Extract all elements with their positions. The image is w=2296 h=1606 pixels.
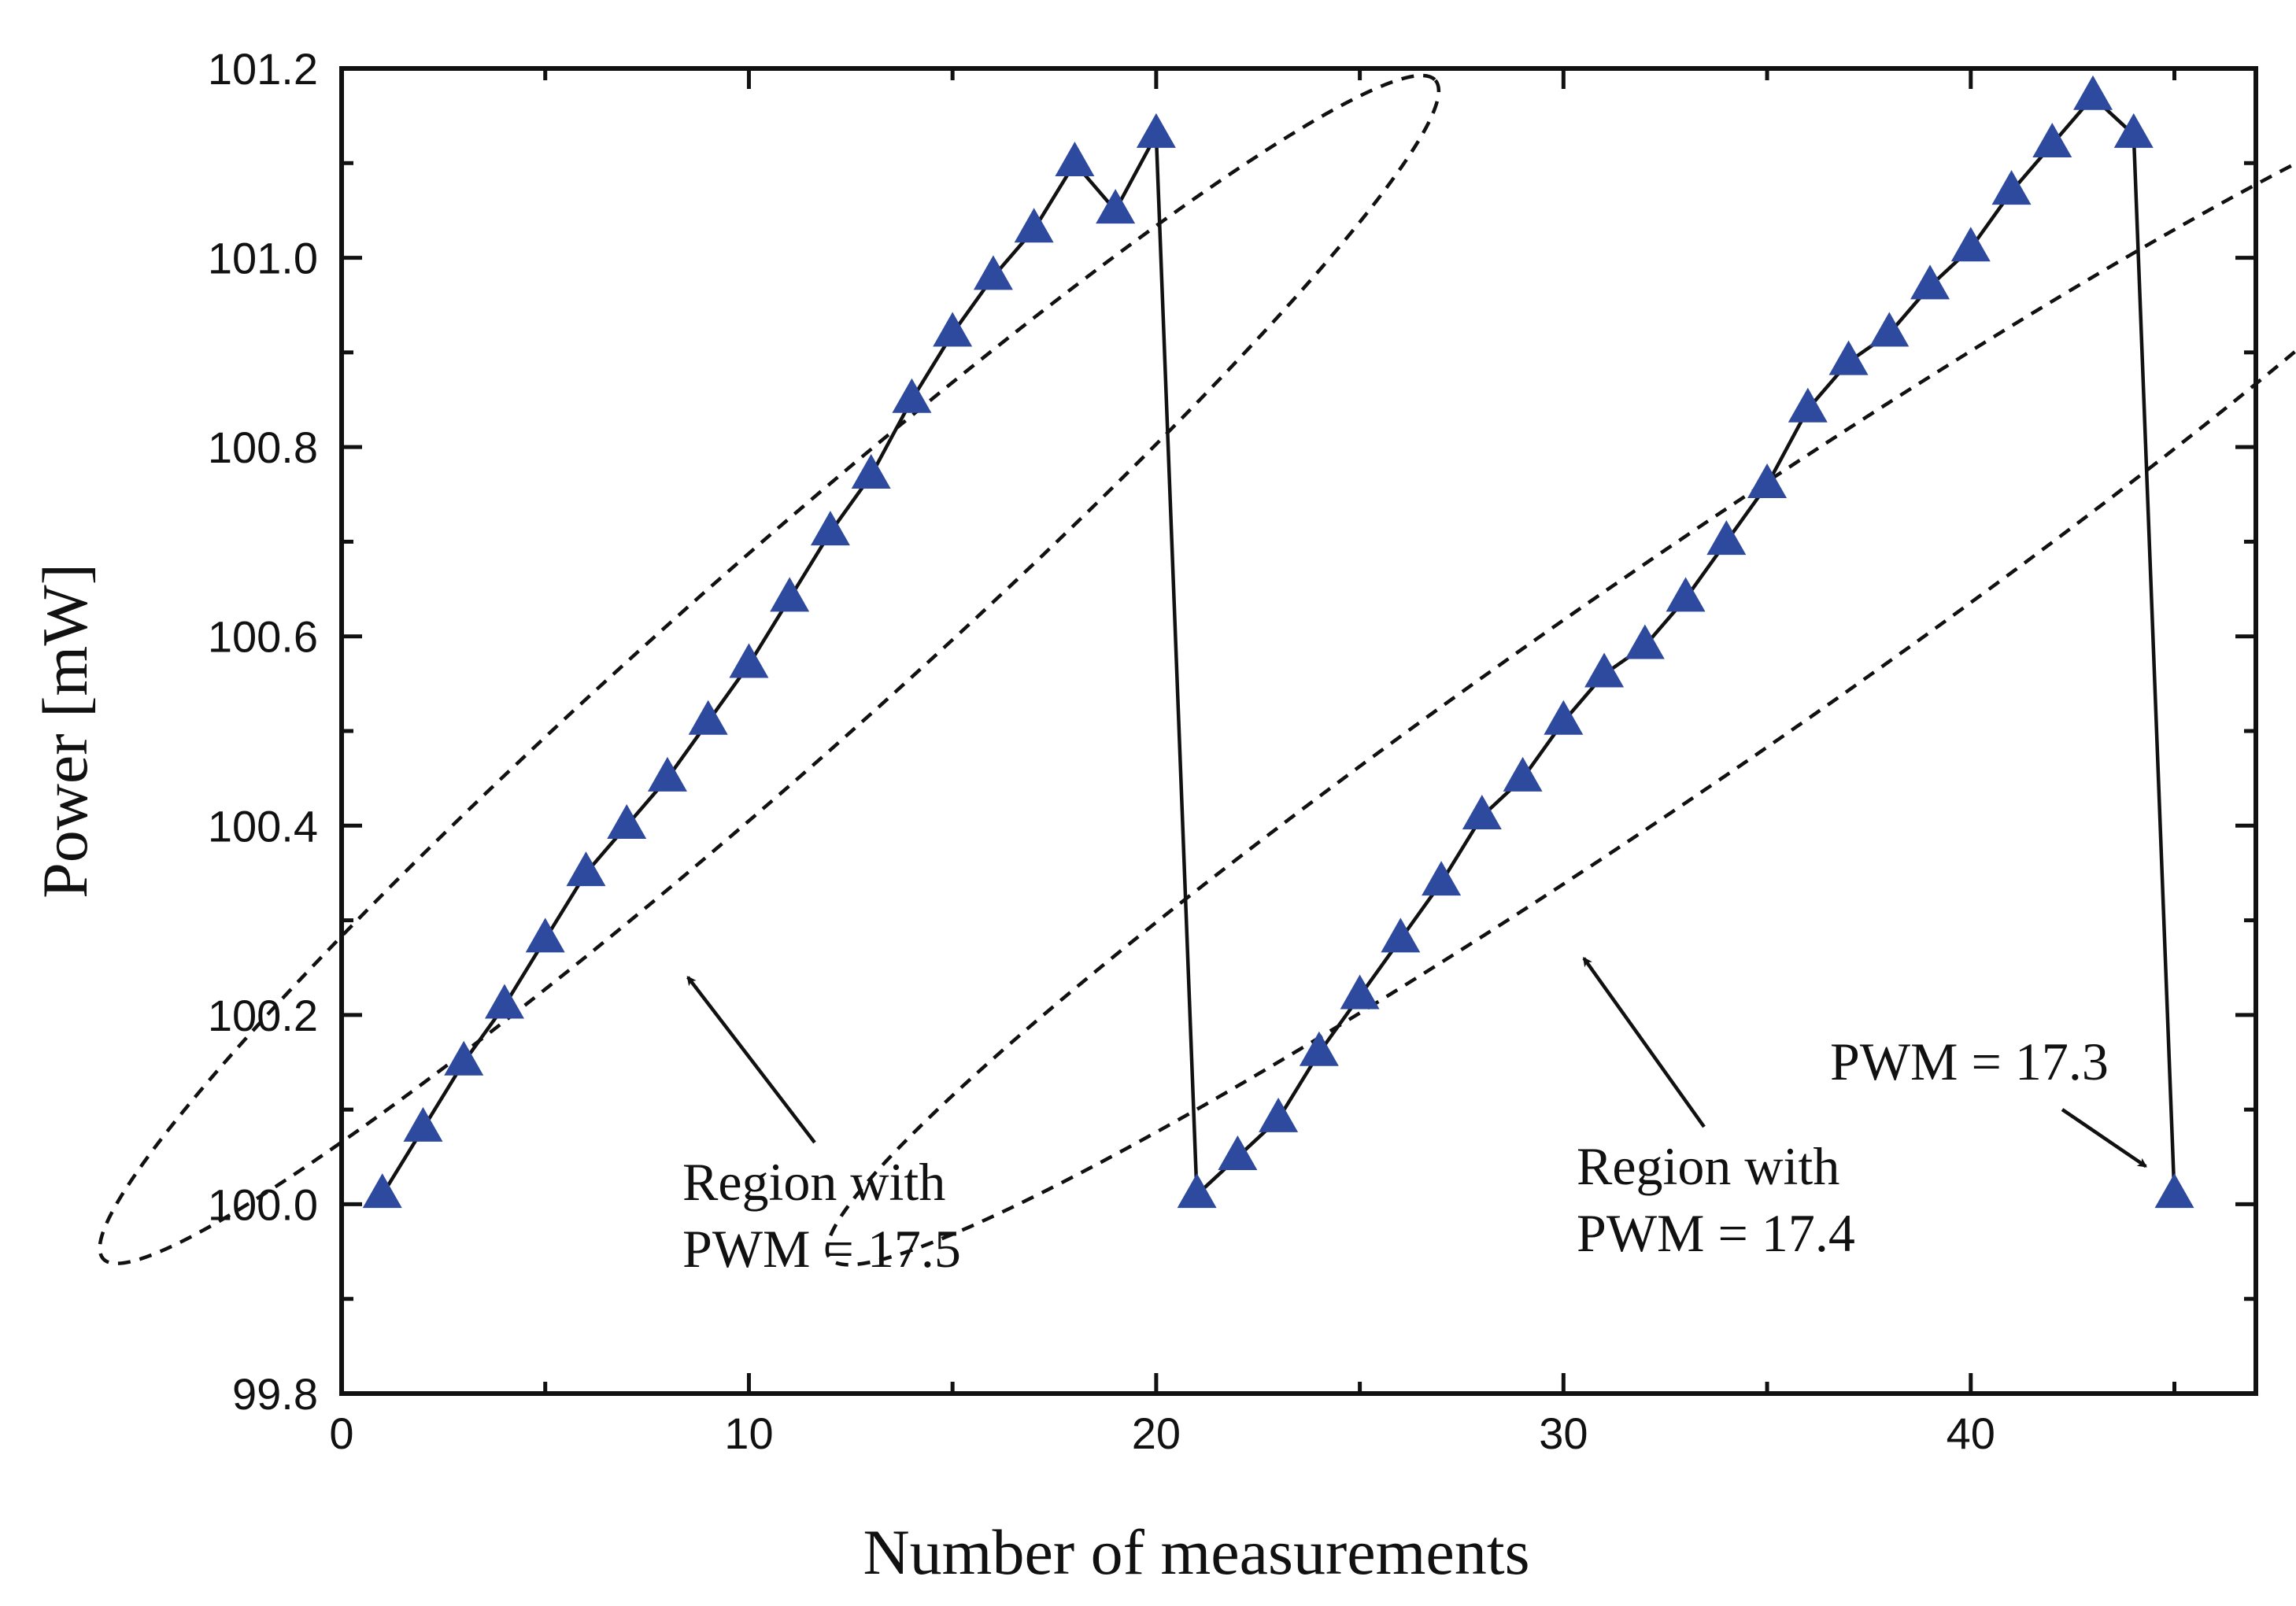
data-point [1340,974,1380,1010]
data-point [525,917,565,953]
series-markers [362,75,2194,1209]
plot-frame [339,66,2258,1396]
region-ellipse [98,73,1441,1265]
x-tick-label: 0 [329,1408,353,1458]
data-point [1218,1135,1258,1171]
y-tick-label: 100.0 [208,1180,318,1229]
data-point [1747,463,1788,498]
data-point [688,700,728,735]
data-point [647,756,687,792]
data-point [933,312,973,347]
annotation-pwm-17-5: Region with PWM = 17.5 [682,976,961,1279]
annotation-line-1: Region with [1577,1136,1839,1196]
data-point [729,643,769,678]
data-point [1544,700,1584,735]
axis-ticks [339,66,2256,1396]
data-point [1503,756,1543,792]
data-point [1055,142,1095,177]
y-tick-label: 101.0 [208,234,318,283]
data-point [1991,170,2032,205]
data-point [1259,1097,1299,1132]
data-point [851,453,891,489]
y-tick-label: 100.8 [208,423,318,472]
annotation-pwm-17-3: PWM = 17.3 [1830,1032,2147,1169]
data-point [2073,75,2113,110]
data-point [810,511,850,546]
annotation-line-1: PWM = 17.3 [1830,1032,2109,1091]
annotation-line-2: PWM = 17.5 [682,1219,961,1279]
data-point [1462,794,1502,829]
data-point [2113,113,2154,148]
data-point [444,1040,484,1076]
data-point [892,378,932,413]
data-point [1869,312,1910,347]
x-tick-label: 40 [1947,1408,1995,1458]
data-point [1584,652,1625,688]
data-point [1788,387,1828,423]
data-point [1422,861,1462,896]
data-point [1177,1173,1217,1209]
axis-tick-labels: 0 10 20 30 40 99.8 100.0 100.2 100.4 100.6 100.8 10… [208,44,1995,1458]
region-ellipse [825,72,2296,1267]
data-point [1666,577,1706,612]
y-tick-label: 100.6 [208,612,318,662]
data-point [1910,264,1950,300]
x-axis-title: Number of measurements [863,1516,1529,1588]
x-tick-label: 10 [724,1408,773,1458]
data-point [1299,1031,1339,1066]
data-point [362,1173,402,1209]
data-point [1136,113,1176,148]
region-ellipses [98,72,2296,1267]
data-point [566,851,606,887]
y-tick-label: 99.8 [232,1369,318,1419]
data-point [1096,189,1136,224]
data-point [1625,624,1665,659]
y-axis-title: Power [mW] [29,563,101,899]
data-point [403,1106,443,1142]
annotation-arrow [2061,1108,2147,1169]
annotation-pwm-17-4: Region with PWM = 17.4 [1577,957,1855,1263]
data-point [607,804,647,840]
data-point [1706,520,1747,556]
data-point [484,984,524,1019]
annotation-line-2: PWM = 17.4 [1577,1203,1855,1263]
annotation-arrow [1582,957,1706,1128]
y-tick-label: 101.2 [208,44,318,94]
annotation-arrow [686,976,816,1144]
x-tick-label: 30 [1539,1408,1588,1458]
data-point [2032,122,2072,157]
data-point [973,255,1013,290]
data-point [1381,917,1421,953]
data-point [2154,1173,2194,1209]
y-tick-label: 100.4 [208,801,318,851]
data-point [1014,208,1054,243]
annotation-line-1: Region with [682,1152,945,1212]
data-point [1950,227,1991,262]
series-line [380,94,2176,1199]
data-point [1828,340,1869,375]
y-tick-label: 100.2 [208,991,318,1040]
data-point [770,577,810,612]
x-tick-label: 20 [1132,1408,1181,1458]
